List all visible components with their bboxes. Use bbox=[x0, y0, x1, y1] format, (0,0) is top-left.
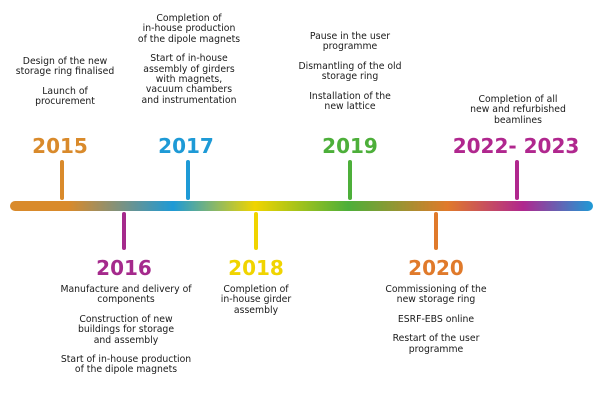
milestone-2020-events: Commissioning of the new storage ring ES… bbox=[374, 284, 498, 355]
event-item: Design of the new storage ring finalised bbox=[15, 56, 115, 78]
milestone-2022-2023-events: Completion of all new and refurbished be… bbox=[462, 94, 574, 126]
milestone-2017-events: Completion of in-house production of the… bbox=[128, 13, 250, 106]
event-item: Completion of in-house production of the… bbox=[137, 13, 241, 45]
event-item: Launch of procurement bbox=[35, 85, 95, 108]
event-item: Start of in-house assembly of girders wi… bbox=[141, 53, 237, 106]
tick-2022-2023 bbox=[515, 160, 519, 200]
event-item: Commissioning of the new storage ring bbox=[385, 284, 487, 306]
event-item: Construction of new buildings for storag… bbox=[77, 313, 175, 346]
tick-2016 bbox=[122, 212, 126, 250]
event-item: Dismantling of the old storage ring bbox=[298, 60, 402, 83]
timeline-bar bbox=[10, 201, 593, 211]
event-item: ESRF-EBS online bbox=[397, 313, 475, 325]
tick-2020 bbox=[434, 212, 438, 250]
event-item: Completion of all new and refurbished be… bbox=[470, 94, 566, 126]
milestone-2015-events: Design of the new storage ring finalised… bbox=[2, 56, 128, 108]
year-label-2018: 2018 bbox=[228, 256, 284, 280]
year-label-2015: 2015 bbox=[32, 134, 88, 158]
tick-2017 bbox=[186, 160, 190, 200]
tick-2018 bbox=[254, 212, 258, 250]
year-label-2020: 2020 bbox=[408, 256, 464, 280]
event-item: Start of in-house production of the dipo… bbox=[60, 354, 192, 376]
year-label-2016: 2016 bbox=[96, 256, 152, 280]
event-item: Installation of the new lattice bbox=[309, 90, 391, 113]
milestone-2016-events: Manufacture and delivery of components C… bbox=[52, 284, 200, 376]
tick-2015 bbox=[60, 160, 64, 200]
milestone-2018-events: Completion of in-house girder assembly bbox=[206, 284, 306, 316]
milestone-2019-events: Pause in the user programme Dismantling … bbox=[290, 31, 410, 113]
event-item: Manufacture and delivery of components bbox=[60, 284, 192, 306]
event-item: Pause in the user programme bbox=[309, 31, 391, 53]
tick-2019 bbox=[348, 160, 352, 200]
year-label-2017: 2017 bbox=[158, 134, 214, 158]
event-item: Restart of the user programme bbox=[392, 333, 480, 355]
event-item: Completion of in-house girder assembly bbox=[220, 284, 292, 316]
year-label-2022-2023: 2022- 2023 bbox=[452, 134, 580, 158]
year-label-2019: 2019 bbox=[322, 134, 378, 158]
